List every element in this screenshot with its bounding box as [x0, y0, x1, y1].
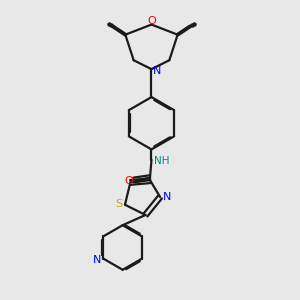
Text: O: O — [125, 176, 134, 186]
Text: S: S — [115, 199, 122, 209]
Text: N: N — [163, 192, 171, 202]
Text: N: N — [153, 66, 161, 76]
Text: O: O — [147, 16, 156, 26]
Text: NH: NH — [154, 156, 169, 166]
Text: N: N — [93, 255, 101, 265]
